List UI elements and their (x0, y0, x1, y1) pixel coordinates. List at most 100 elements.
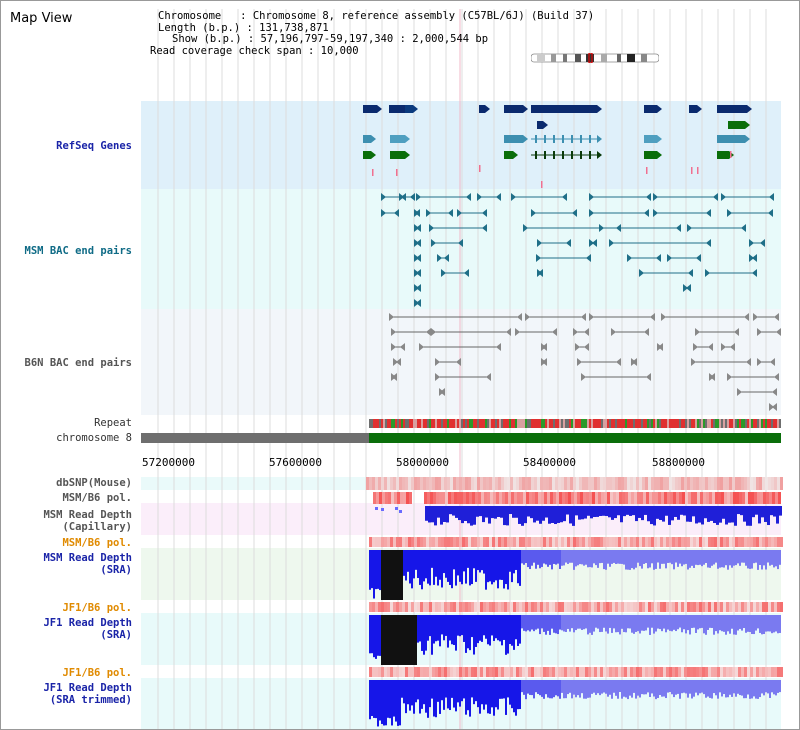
track-label-jf1-read-depth-sra[interactable]: JF1 Read Depth (SRA) (43, 617, 132, 641)
repeat-block (471, 419, 473, 428)
depth-bar (587, 615, 589, 635)
depth-bar (527, 615, 529, 631)
track-label-refseq-genes[interactable]: RefSeq Genes (56, 140, 132, 152)
polymorphism-bin (645, 667, 648, 677)
snp-density-bin (375, 477, 378, 490)
polymorphism-bin (618, 537, 621, 547)
depth-bar (727, 680, 729, 698)
chromosome-ideogram[interactable] (531, 53, 659, 63)
snp-density-bin (432, 477, 435, 490)
track-label-jf1-b6-pol-2[interactable]: JF1/B6 pol. (62, 667, 132, 679)
gene-strand-arrow (413, 105, 418, 113)
polymorphism-bin (411, 537, 414, 547)
depth-bar (686, 506, 689, 522)
depth-bar (383, 680, 385, 726)
depth-bar (595, 550, 597, 566)
depth-bar (713, 615, 715, 635)
polymorphism-bin (717, 667, 720, 677)
gene-exon (504, 151, 513, 159)
track-label-b6n-bac-end-pairs[interactable]: B6N BAC end pairs (24, 357, 132, 369)
bac-end-marker (770, 358, 775, 366)
repeat-block (709, 419, 711, 428)
depth-bar (661, 615, 663, 632)
polymorphism-bin (570, 537, 573, 547)
snp-density-bin (780, 477, 783, 490)
snp-density-bin (450, 477, 453, 490)
depth-bar (413, 550, 415, 579)
snp-density-bin (369, 477, 372, 490)
depth-bar (607, 680, 609, 697)
polymorphism-bin (606, 602, 609, 612)
polymorphism-bin (714, 667, 717, 677)
depth-bar (565, 615, 567, 632)
bac-end-marker (656, 254, 661, 262)
polymorphism-bin (435, 602, 438, 612)
polymorphism-bin (576, 667, 579, 677)
bac-end-marker (466, 193, 471, 201)
gene-strand-arrow (543, 121, 548, 129)
track-label-msm-read-depth-sra[interactable]: MSM Read Depth (SRA) (43, 552, 132, 576)
polymorphism-bin (729, 602, 732, 612)
depth-bar (698, 506, 701, 523)
repeat-block (569, 419, 571, 428)
depth-bar (662, 506, 665, 522)
depth-bar (509, 615, 511, 645)
depth-bar (599, 615, 601, 633)
polymorphism-bin (742, 492, 745, 504)
depth-bar (559, 550, 561, 569)
polymorphism-bin (486, 602, 489, 612)
track-label-jf1-b6-pol[interactable]: JF1/B6 pol. (62, 602, 132, 614)
gene-exon (537, 121, 543, 129)
polymorphism-bin (384, 667, 387, 677)
snp-density-bin (723, 477, 726, 490)
depth-bar (515, 506, 518, 518)
depth-bar (737, 506, 740, 515)
track-label-jf1-read-depth-trimmed[interactable]: JF1 Read Depth (SRA trimmed) (43, 682, 132, 706)
map-view-title: Map View (10, 11, 73, 26)
depth-bar (387, 550, 389, 600)
polymorphism-bin (565, 492, 568, 504)
polymorphism-bin (600, 537, 603, 547)
depth-bar (487, 550, 489, 583)
bac-end-marker (482, 224, 487, 232)
track-label-msm-bac-end-pairs[interactable]: MSM BAC end pairs (24, 245, 132, 257)
track-label-msm-read-depth-capillary[interactable]: MSM Read Depth (Capillary) (43, 509, 132, 533)
track-label-dbsnp[interactable]: dbSNP(Mouse) (56, 477, 132, 489)
snp-density-bin (774, 477, 777, 490)
gene-exon (531, 105, 597, 113)
track-label-msm-b6-pol-2[interactable]: MSM/B6 pol. (62, 537, 132, 549)
depth-bar (775, 680, 777, 696)
depth-bar (373, 680, 375, 718)
depth-bar (674, 506, 677, 517)
polymorphism-bin (372, 667, 375, 677)
depth-bar (597, 550, 599, 568)
polymorphism-bin (747, 602, 750, 612)
polymorphism-bin (759, 537, 762, 547)
depth-bar (371, 680, 373, 717)
polymorphism-bin (414, 537, 417, 547)
depth-bar (749, 550, 751, 569)
depth-bar (523, 680, 525, 695)
snp-density-bin (609, 477, 612, 490)
depth-bar (641, 506, 644, 521)
track-label-repeat[interactable]: Repeat (94, 417, 132, 429)
repeat-block (445, 419, 447, 428)
depth-bar (512, 506, 515, 518)
depth-bar (641, 550, 643, 569)
track-label-chromosome[interactable]: chromosome 8 (56, 432, 132, 444)
track-label-msm-b6-pol[interactable]: MSM/B6 pol. (62, 492, 132, 504)
bac-end-marker (688, 269, 693, 277)
coverage-span-line: Read coverage check span : 10,000 (150, 44, 359, 57)
repeat-block (735, 419, 737, 428)
polymorphism-bin (757, 492, 760, 504)
snp-density-bin (699, 477, 702, 490)
polymorphism-bin (591, 537, 594, 547)
depth-bar (529, 550, 531, 570)
polymorphism-bin (561, 602, 564, 612)
repeat-block (685, 419, 687, 428)
depth-bar (609, 680, 611, 695)
polymorphism-bin (426, 602, 429, 612)
depth-bar (685, 615, 687, 634)
polymorphism-bin (693, 537, 696, 547)
